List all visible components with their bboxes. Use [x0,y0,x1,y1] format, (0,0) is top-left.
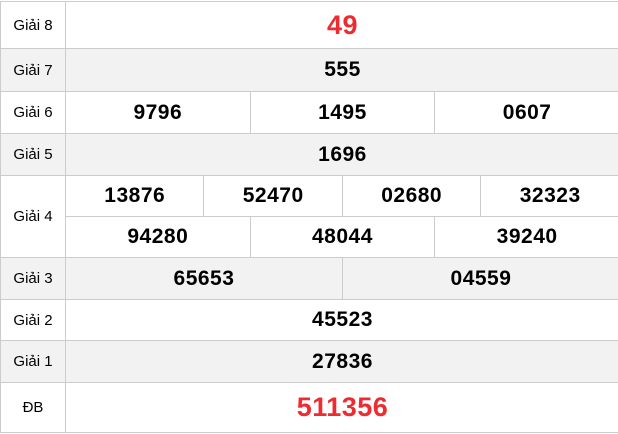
prize-row-giai-2: Giải 2 45523 [0,299,618,341]
prize-number: 45523 [65,299,618,341]
prize-label: ĐB [0,382,66,433]
prize-number: 94280 [65,216,251,258]
prize-row-giai-5: Giải 5 1696 [0,133,618,176]
prize-number: 1696 [65,133,618,176]
prize-label: Giải 6 [0,91,66,134]
prize-label: Giải 1 [0,340,66,383]
prize-number: 511356 [65,382,618,433]
prize-number: 1495 [249,91,436,134]
prize-number: 0607 [434,91,618,134]
prize-row-giai-4: Giải 4 13876 52470 02680 32323 [0,175,618,258]
prize-number: 555 [65,48,618,92]
prize-row-giai-6: Giải 6 9796 1495 0607 [0,91,618,134]
prize-number: 32323 [480,175,618,217]
prize-number: 9796 [65,91,251,134]
prize-row-giai-3: Giải 3 65653 04559 [0,257,618,300]
prize-label: Giải 7 [0,48,66,92]
prize-row-giai-4-line2: 94280 48044 39240 [1,216,618,258]
prize-number: 02680 [341,175,482,217]
prize-label: Giải 4 [0,175,66,258]
prize-label: Giải 2 [0,299,66,341]
prize-row-db: ĐB 511356 [0,382,618,433]
prize-row-giai-8: Giải 8 49 [0,1,618,49]
prize-number: 48044 [249,216,436,258]
prize-number: 04559 [341,257,618,300]
prize-label: Giải 8 [0,1,66,49]
prize-row-giai-1: Giải 1 27836 [0,340,618,383]
prize-number: 49 [65,1,618,49]
prize-number: 27836 [65,340,618,383]
prize-label: Giải 3 [0,257,66,300]
prize-number: 39240 [434,216,618,258]
prize-label: Giải 5 [0,133,66,176]
prize-row-giai-7: Giải 7 555 [0,48,618,92]
prize-number: 52470 [203,175,343,217]
prize-number: 13876 [64,175,205,217]
prize-number: 65653 [65,257,343,300]
